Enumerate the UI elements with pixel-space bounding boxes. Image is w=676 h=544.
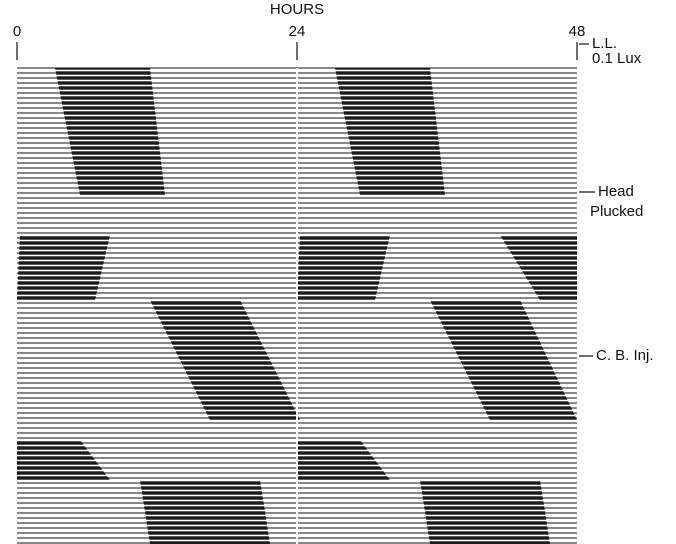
- annotation: C. B. Inj.: [596, 347, 654, 364]
- annotation: 0.1 Lux: [592, 50, 642, 67]
- x-tick-label: 0: [13, 23, 21, 40]
- x-tick-label: 48: [569, 23, 586, 40]
- x-axis-label: HOURS: [270, 1, 324, 18]
- annotation: Head: [598, 183, 634, 200]
- chart: HOURS 02448L.L.0.1 LuxHeadPluckedC. B. I…: [0, 0, 676, 544]
- annotation: Plucked: [590, 203, 643, 220]
- x-tick-label: 24: [289, 23, 306, 40]
